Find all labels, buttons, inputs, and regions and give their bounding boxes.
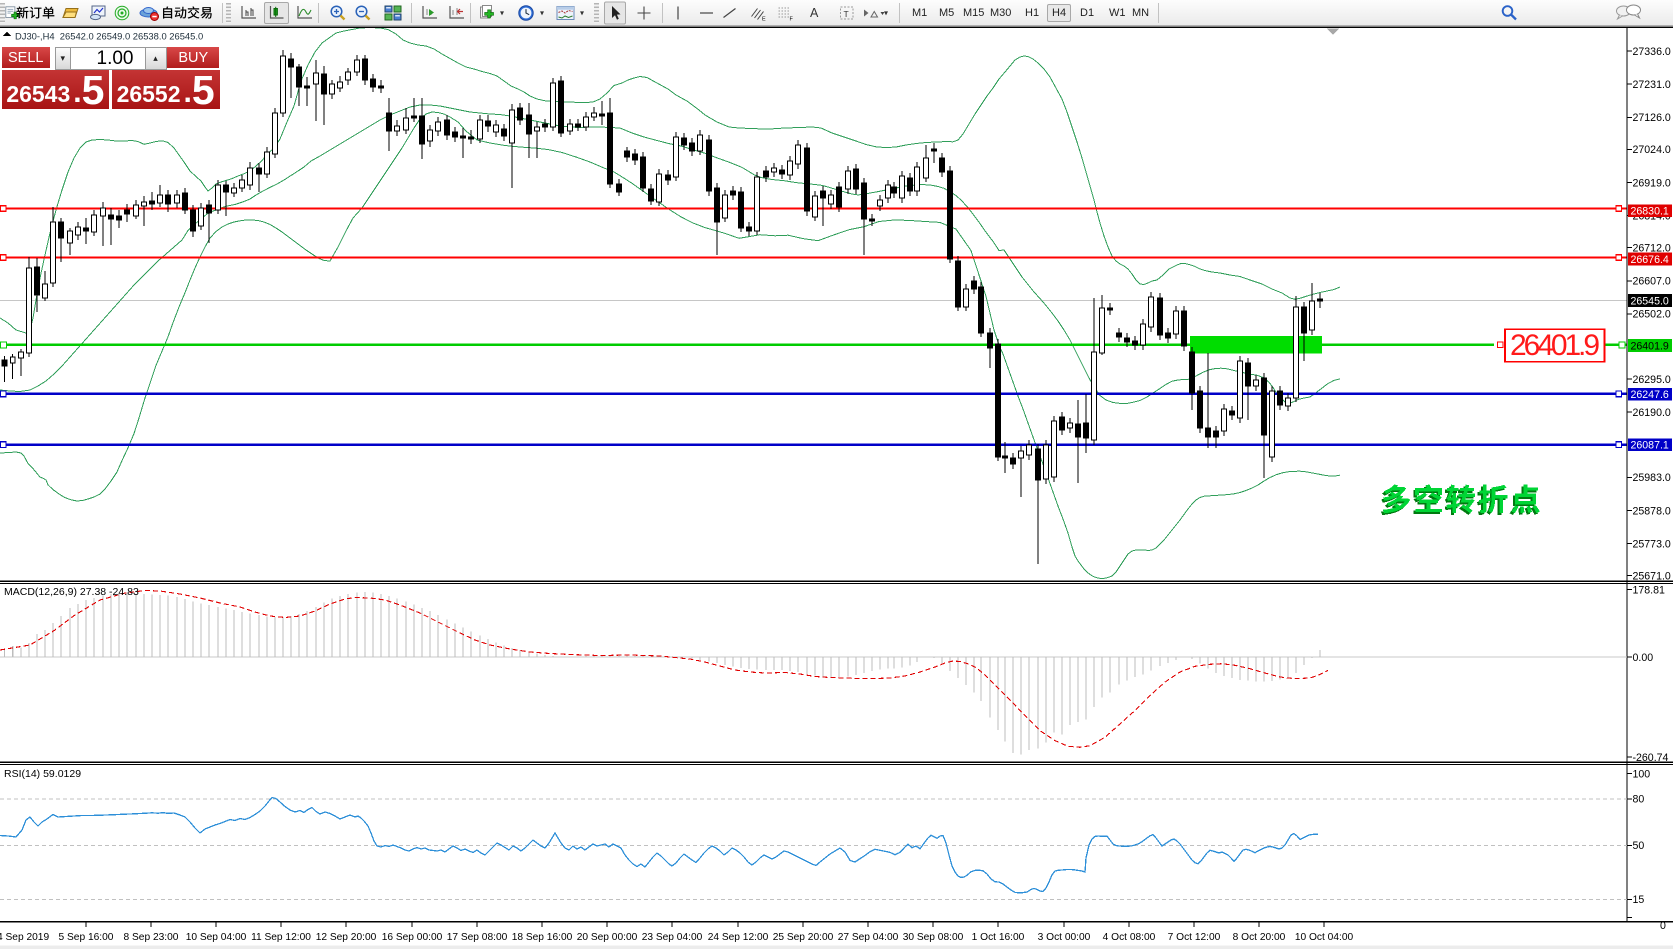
svg-text:26401.9: 26401.9	[1510, 329, 1600, 362]
svg-text:4 Sep 2019: 4 Sep 2019	[0, 932, 49, 943]
svg-text:26607.0: 26607.0	[1633, 276, 1671, 288]
svg-text:T: T	[844, 9, 849, 19]
svg-text:F: F	[790, 16, 794, 21]
svg-text:0.00: 0.00	[1633, 652, 1654, 664]
svg-text:DJ30-,H4 26542.0 26549.0 2653: DJ30-,H4 26542.0 26549.0 26538.0 26545.0	[15, 31, 203, 42]
svg-text:25983.0: 25983.0	[1633, 472, 1671, 484]
svg-text:5 Sep 16:00: 5 Sep 16:00	[59, 932, 114, 943]
svg-text:12 Sep 20:00: 12 Sep 20:00	[316, 932, 377, 943]
svg-text:178.81: 178.81	[1633, 584, 1666, 596]
svg-text:27336.0: 27336.0	[1633, 46, 1671, 58]
svg-text:E: E	[762, 16, 766, 21]
svg-text:26087.1: 26087.1	[1631, 440, 1669, 452]
svg-text:10 Sep 04:00: 10 Sep 04:00	[186, 932, 247, 943]
svg-text:27024.0: 27024.0	[1633, 144, 1671, 156]
svg-text:50: 50	[1633, 840, 1645, 852]
svg-text:RSI(14) 59.0129: RSI(14) 59.0129	[4, 768, 81, 780]
svg-text:80: 80	[1633, 794, 1645, 806]
svg-text:0: 0	[1660, 920, 1666, 932]
svg-text:16 Sep 00:00: 16 Sep 00:00	[382, 932, 443, 943]
svg-text:26712.0: 26712.0	[1633, 243, 1671, 255]
svg-text:15: 15	[1633, 894, 1645, 906]
svg-text:1 Oct 16:00: 1 Oct 16:00	[972, 932, 1025, 943]
svg-text:25878.0: 25878.0	[1633, 505, 1671, 517]
svg-text:26545.0: 26545.0	[1631, 295, 1669, 307]
svg-text:7 Oct 12:00: 7 Oct 12:00	[1168, 932, 1221, 943]
svg-text:27126.0: 27126.0	[1633, 112, 1671, 124]
svg-text:4 Oct 08:00: 4 Oct 08:00	[1103, 932, 1156, 943]
svg-text:8 Oct 20:00: 8 Oct 20:00	[1233, 932, 1286, 943]
svg-text:MACD(12,26,9) 27.38 -24.83: MACD(12,26,9) 27.38 -24.83	[4, 586, 139, 598]
svg-text:26502.0: 26502.0	[1633, 309, 1671, 321]
svg-text:26190.0: 26190.0	[1633, 407, 1671, 419]
svg-text:25 Sep 20:00: 25 Sep 20:00	[773, 932, 834, 943]
svg-text:11 Sep 12:00: 11 Sep 12:00	[251, 932, 311, 943]
svg-text:-260.74: -260.74	[1633, 752, 1669, 764]
svg-text:3 Oct 00:00: 3 Oct 00:00	[1038, 932, 1091, 943]
svg-text:30 Sep 08:00: 30 Sep 08:00	[903, 932, 964, 943]
svg-text:20 Sep 00:00: 20 Sep 00:00	[577, 932, 638, 943]
svg-text:18 Sep 16:00: 18 Sep 16:00	[512, 932, 573, 943]
svg-text:8 Sep 23:00: 8 Sep 23:00	[124, 932, 179, 943]
svg-text:17 Sep 08:00: 17 Sep 08:00	[447, 932, 508, 943]
svg-text:10 Oct 04:00: 10 Oct 04:00	[1295, 932, 1354, 943]
svg-text:26830.1: 26830.1	[1631, 206, 1669, 218]
svg-text:26401.9: 26401.9	[1631, 340, 1669, 352]
svg-text:26676.4: 26676.4	[1631, 254, 1669, 266]
svg-text:27 Sep 04:00: 27 Sep 04:00	[838, 932, 899, 943]
svg-text:25671.0: 25671.0	[1633, 571, 1671, 583]
svg-text:26295.0: 26295.0	[1633, 374, 1671, 386]
svg-text:100: 100	[1633, 768, 1651, 780]
svg-text:25773.0: 25773.0	[1633, 538, 1671, 550]
svg-text:27231.0: 27231.0	[1633, 79, 1671, 91]
svg-text:26919.0: 26919.0	[1633, 177, 1671, 189]
svg-text:26247.6: 26247.6	[1631, 389, 1669, 401]
svg-text:23 Sep 04:00: 23 Sep 04:00	[642, 932, 703, 943]
svg-text:24 Sep 12:00: 24 Sep 12:00	[708, 932, 769, 943]
